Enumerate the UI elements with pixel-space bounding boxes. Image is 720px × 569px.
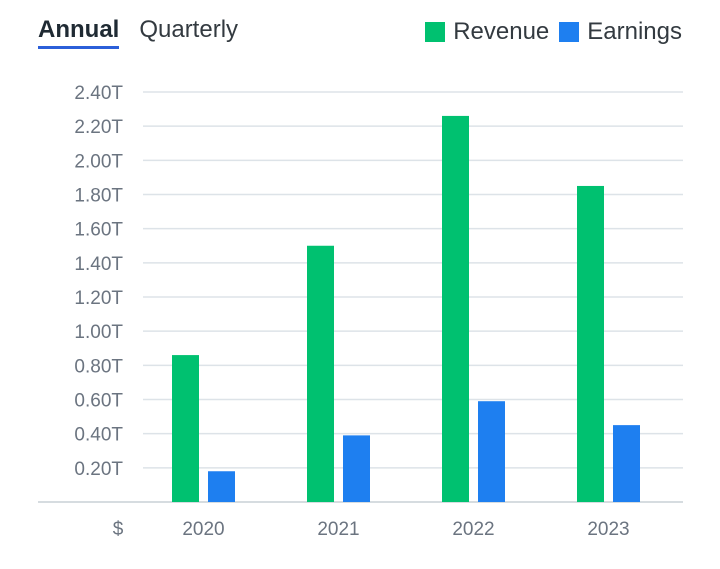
tab-quarterly[interactable]: Quarterly [139,16,239,43]
chart-legend: Revenue Earnings [425,18,682,46]
revenue-bar-2020 [172,355,199,502]
legend-item-revenue: Revenue [425,18,549,46]
y-tick-label: 1.20T [74,288,123,309]
y-tick-label: 2.40T [74,83,123,104]
earnings-bar-2023 [613,425,640,502]
y-tick-label: 0.40T [74,425,123,446]
revenue-bar-2023 [577,185,604,503]
y-tick-label: 2.00T [74,151,123,172]
revenue-bar-2022 [442,115,469,503]
x-tick-label-2023: 2023 [587,519,629,540]
earnings-swatch [559,22,580,42]
period-tabs: Annual Quarterly [38,16,238,49]
y-tick-label: 1.40T [74,254,123,275]
tab-annual[interactable]: Annual [38,16,120,49]
y-tick-label: 0.80T [74,356,123,377]
legend-label-earnings: Earnings [587,18,682,45]
earnings-bar-2020 [208,471,235,502]
legend-item-earnings: Earnings [559,18,682,46]
y-axis-unit-label: $ [113,519,124,540]
revenue-swatch [425,22,446,42]
revenue-bar-2021 [307,245,334,502]
y-tick-label: 0.60T [74,391,123,412]
earnings-bar-2022 [478,401,505,502]
y-tick-label: 2.20T [74,117,123,138]
y-tick-label: 0.20T [74,459,123,480]
x-tick-label-2021: 2021 [317,519,359,540]
y-tick-label: 1.60T [74,220,123,241]
legend-label-revenue: Revenue [453,18,550,45]
y-tick-label: 1.80T [74,186,123,207]
x-tick-label-2020: 2020 [182,519,224,540]
x-tick-label-2022: 2022 [452,519,494,540]
earnings-bar-2021 [343,435,370,502]
y-tick-label: 1.00T [74,322,123,343]
